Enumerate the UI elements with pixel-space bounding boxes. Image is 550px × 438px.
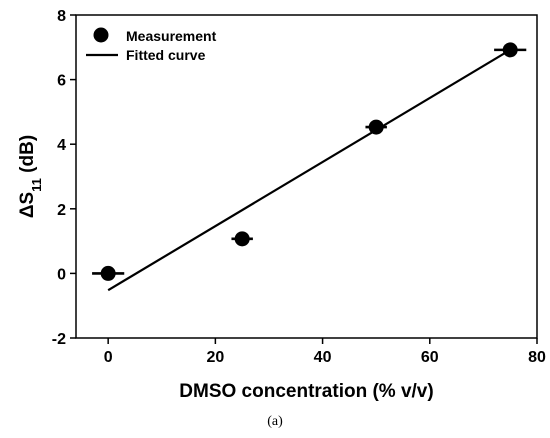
y-tick-label: 4 <box>57 137 66 154</box>
plot-content <box>92 42 527 292</box>
y-axis-title: ΔS11 (dB) <box>17 135 44 218</box>
y-tick-label: 0 <box>57 266 66 283</box>
fitted-curve-line <box>107 48 511 292</box>
legend-marker-measurement <box>93 27 109 43</box>
y-tick-label: 2 <box>57 202 66 219</box>
x-axis-title: DMSO concentration (% v/v) <box>179 381 433 402</box>
x-tick-label: 40 <box>314 349 332 366</box>
y-tick-label: -2 <box>52 331 66 348</box>
y-tick-label: 6 <box>57 73 66 90</box>
legend-label-measurement: Measurement <box>126 28 217 44</box>
svg-text:ΔS11 (dB): ΔS11 (dB) <box>17 135 44 218</box>
x-tick-label: 20 <box>206 349 224 366</box>
plot-frame <box>75 14 538 339</box>
measurement-point <box>234 231 250 247</box>
x-tick-label: 80 <box>528 349 546 366</box>
measurement-point <box>502 42 518 58</box>
x-tick-label: 0 <box>104 349 113 366</box>
measurement-point <box>368 119 384 135</box>
measurement-point <box>100 265 116 281</box>
figure-caption: (a) <box>267 414 283 429</box>
axis-ticks: 0 20 40 60 80 -2 0 2 4 6 8 <box>52 8 546 366</box>
chart-svg: 0 20 40 60 80 -2 0 2 4 6 8 Measurement Fitted curve… <box>17 8 546 402</box>
x-tick-label: 60 <box>421 349 439 366</box>
legend: Measurement Fitted curve <box>86 27 217 63</box>
legend-label-fitted-curve: Fitted curve <box>126 47 206 63</box>
y-tick-label: 8 <box>57 8 66 25</box>
